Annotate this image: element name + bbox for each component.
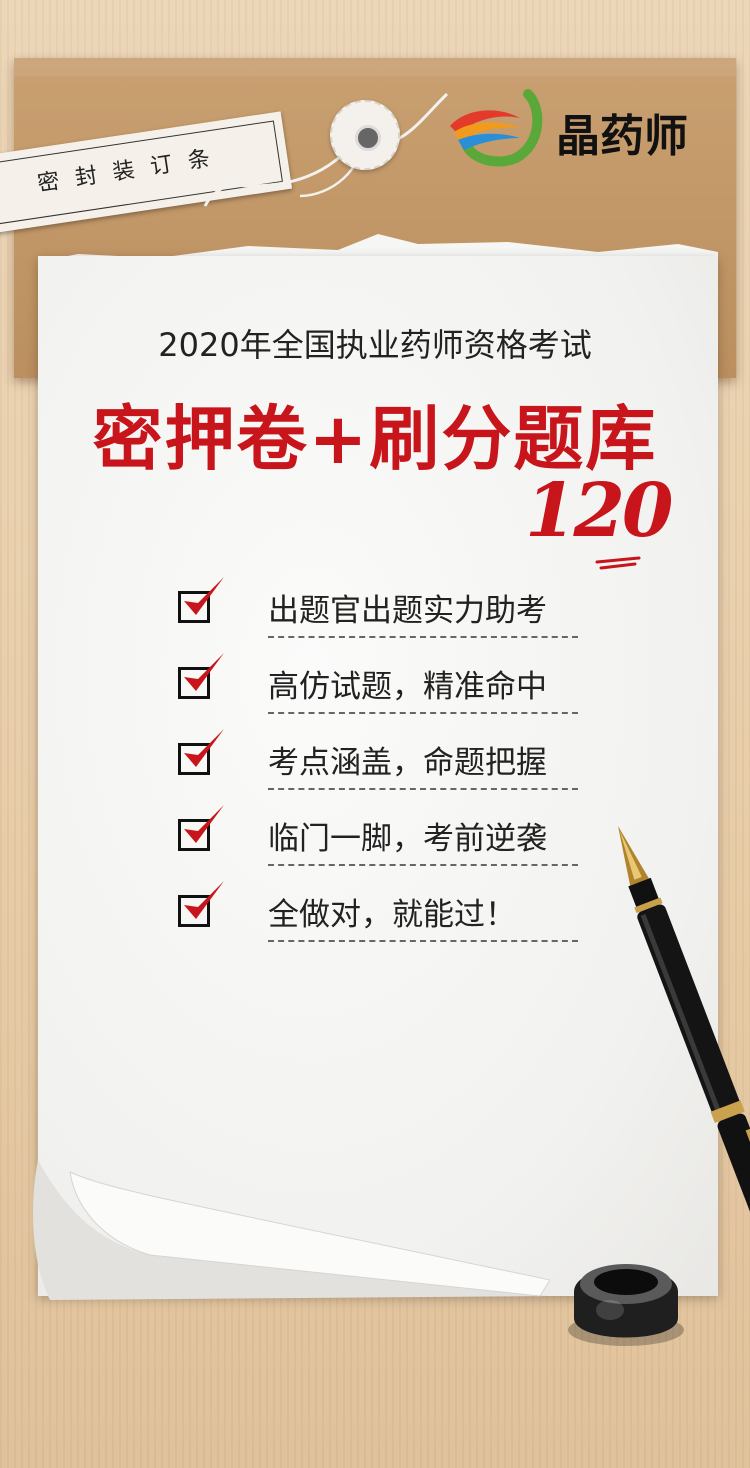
question-count: 120	[525, 468, 673, 554]
number-underline-icon	[595, 556, 641, 570]
checkbox-square	[178, 819, 210, 851]
brand-logo: 晶药师	[446, 88, 726, 168]
check-icon	[184, 653, 224, 691]
envelope-button	[330, 100, 400, 170]
feature-label: 高仿试题，精准命中	[268, 661, 578, 714]
checkbox-square	[178, 895, 210, 927]
checkbox-square	[178, 591, 210, 623]
check-icon	[184, 805, 224, 843]
exam-subtitle: 2020年全国执业药师资格考试	[158, 326, 592, 364]
envelope-flap	[14, 58, 736, 76]
checkbox-square	[178, 743, 210, 775]
feature-label: 出题官出题实力助考	[268, 585, 578, 638]
logo-mark-icon	[450, 89, 543, 167]
feature-label: 全做对，就能过！	[268, 889, 578, 942]
fountain-pen-icon	[618, 826, 750, 1308]
paper-sheet	[38, 256, 718, 1296]
check-icon	[184, 577, 224, 615]
button-hole	[355, 125, 381, 151]
brand-name: 晶药师	[556, 111, 688, 162]
inkwell-icon	[568, 1264, 684, 1346]
paper-curl	[33, 1160, 550, 1300]
feature-label: 考点涵盖，命题把握	[268, 737, 578, 790]
check-icon	[184, 881, 224, 919]
checkbox-square	[178, 667, 210, 699]
feature-label: 临门一脚，考前逆袭	[268, 813, 578, 866]
product-title: 密押卷+刷分题库	[92, 398, 658, 480]
check-icon	[184, 729, 224, 767]
